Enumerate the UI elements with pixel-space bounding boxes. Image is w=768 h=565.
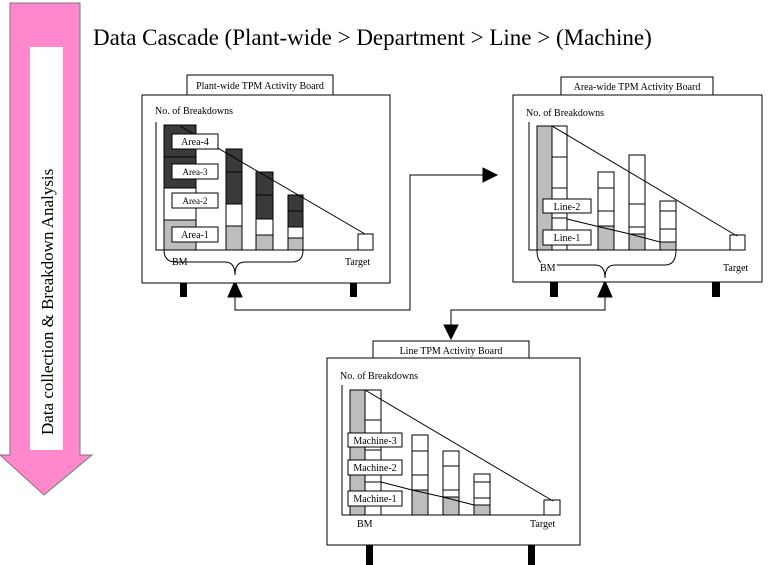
side-arrow-label: Data collection & Breakdown Analysis [38, 169, 57, 435]
plant-wide-board: Plant-wide TPM Activity Board No. of Bre… [141, 74, 391, 297]
segment-label: Area-1 [181, 230, 209, 241]
x-start-label: BM [357, 519, 373, 530]
area-wide-board: Area-wide TPM Activity Board No. of Brea… [512, 76, 763, 297]
segment-label: Machine-3 [353, 436, 396, 447]
board-title: Area-wide TPM Activity Board [574, 82, 701, 93]
segment-label: Area-4 [181, 137, 209, 148]
board-title: Line TPM Activity Board [400, 346, 503, 357]
segment-label: Line-1 [554, 233, 581, 244]
line-board: Line TPM Activity Board No. of Breakdown… [326, 340, 581, 565]
y-axis-label: No. of Breakdowns [340, 371, 418, 382]
segment-label: Area-3 [183, 167, 208, 177]
x-end-label: Target [723, 263, 748, 274]
connector-board1-to-board2 [227, 167, 499, 311]
side-down-arrow: Data collection & Breakdown Analysis [0, 2, 94, 496]
y-axis-label: No. of Breakdowns [526, 108, 604, 119]
segment-label: Line-2 [554, 202, 581, 213]
segment-label: Machine-1 [353, 494, 396, 505]
page-title: Data Cascade (Plant-wide > Department > … [93, 25, 652, 50]
segment-label: Area-2 [183, 196, 208, 206]
y-axis-label: No. of Breakdowns [155, 106, 233, 117]
segment-label: Machine-2 [353, 463, 396, 474]
x-start-label: BM [540, 263, 556, 274]
board-title: Plant-wide TPM Activity Board [196, 81, 324, 92]
connector-board2-to-board3 [443, 279, 613, 341]
x-start-label: BM [172, 257, 188, 268]
x-end-label: Target [345, 257, 370, 268]
x-end-label: Target [530, 519, 555, 530]
